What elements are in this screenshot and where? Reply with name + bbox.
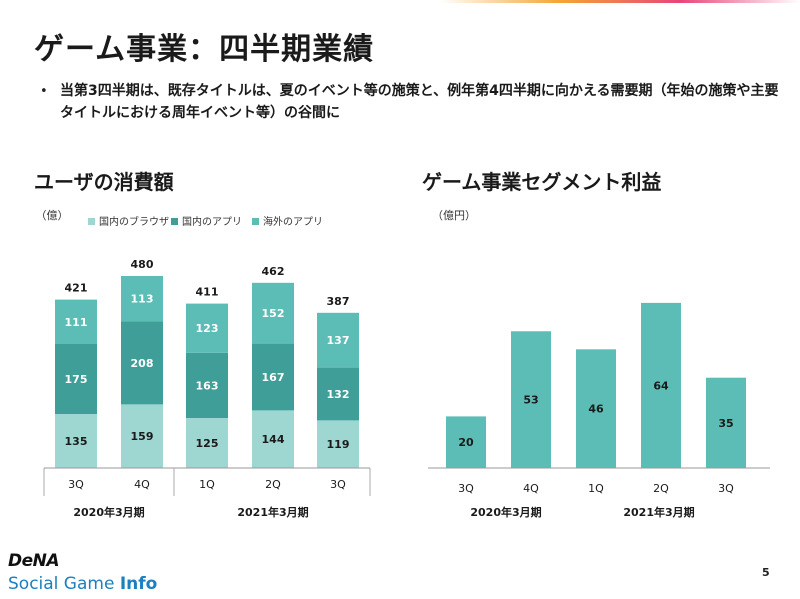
legend-swatch bbox=[171, 218, 178, 225]
left-chart-title: ユーザの消費額 bbox=[34, 170, 174, 194]
segment-value-label: 135 bbox=[65, 435, 88, 448]
logo-text-part: Social Game bbox=[8, 574, 120, 594]
segment-value-label: 132 bbox=[327, 388, 350, 401]
bar-value-label: 20 bbox=[458, 436, 474, 449]
bar-segment bbox=[186, 352, 228, 418]
segment-value-label: 111 bbox=[65, 316, 88, 329]
x-tick-label: 3Q bbox=[458, 482, 474, 495]
bar-value-label: 64 bbox=[653, 379, 669, 392]
summary-bullet: 当第3四半期は、既存タイトルは、夏のイベント等の施策と、例年第4四半期に向かえる… bbox=[60, 83, 779, 121]
bar-segment bbox=[317, 367, 359, 421]
bar-segment bbox=[121, 321, 163, 405]
bar bbox=[706, 377, 746, 468]
bar-segment bbox=[186, 418, 228, 468]
segment-value-label: 119 bbox=[327, 438, 350, 451]
legend-label: 国内のアプリ bbox=[182, 215, 242, 228]
bar-value-label: 53 bbox=[523, 394, 538, 407]
total-value-label: 421 bbox=[65, 282, 88, 295]
segment-value-label: 167 bbox=[262, 371, 285, 384]
group-label: 2020年3月期 bbox=[73, 505, 144, 519]
x-tick-label: 3Q bbox=[68, 478, 84, 491]
x-tick-label: 4Q bbox=[523, 482, 539, 495]
segment-value-label: 125 bbox=[196, 437, 219, 450]
unit-label: （億） bbox=[36, 209, 69, 222]
bar-value-label: 35 bbox=[718, 417, 733, 430]
segment-value-label: 152 bbox=[262, 307, 285, 320]
page-title: ゲーム事業：四半期業績 bbox=[34, 32, 375, 67]
right-chart-title: ゲーム事業セグメント利益 bbox=[422, 170, 662, 194]
bar-segment bbox=[121, 276, 163, 322]
bar-segment bbox=[121, 404, 163, 468]
bar-segment bbox=[252, 410, 294, 468]
segment-value-label: 175 bbox=[65, 373, 88, 386]
bar bbox=[511, 331, 551, 468]
total-value-label: 480 bbox=[131, 258, 154, 271]
legend-label: 国内のブラウザ bbox=[99, 215, 169, 228]
segment-value-label: 144 bbox=[262, 433, 285, 446]
x-tick-label: 2Q bbox=[653, 482, 669, 495]
x-tick-label: 3Q bbox=[718, 482, 734, 495]
bar-segment bbox=[317, 420, 359, 468]
bar bbox=[446, 416, 486, 468]
bar-value-label: 46 bbox=[588, 403, 604, 416]
total-value-label: 387 bbox=[327, 295, 350, 308]
page-number: 5 bbox=[762, 566, 770, 579]
social-game-info-logo: Social Game Info bbox=[8, 574, 157, 594]
group-label: 2020年3月期 bbox=[470, 505, 541, 519]
segment-value-label: 163 bbox=[196, 379, 219, 392]
x-tick-label: 1Q bbox=[588, 482, 604, 495]
total-value-label: 462 bbox=[262, 265, 285, 278]
bar-segment bbox=[186, 303, 228, 353]
segment-value-label: 123 bbox=[196, 322, 219, 335]
bar-segment bbox=[55, 344, 97, 414]
segment-value-label: 137 bbox=[327, 334, 350, 347]
x-tick-label: 4Q bbox=[134, 478, 150, 491]
bar-segment bbox=[252, 343, 294, 411]
x-tick-label: 1Q bbox=[199, 478, 215, 491]
x-tick-label: 2Q bbox=[265, 478, 281, 491]
total-value-label: 411 bbox=[196, 286, 219, 299]
group-label: 2021年3月期 bbox=[623, 505, 694, 519]
bullet-marker: • bbox=[40, 84, 48, 99]
logo-text-info: Info bbox=[119, 574, 158, 594]
bar-segment bbox=[252, 282, 294, 344]
bar bbox=[641, 302, 681, 468]
bar-segment bbox=[55, 414, 97, 468]
x-tick-label: 3Q bbox=[330, 478, 346, 491]
legend-swatch bbox=[252, 218, 259, 225]
bar bbox=[576, 349, 616, 468]
unit-label: （億円） bbox=[432, 209, 476, 222]
group-label: 2021年3月期 bbox=[237, 505, 308, 519]
segment-value-label: 113 bbox=[131, 293, 154, 306]
legend-label: 海外のアプリ bbox=[263, 215, 323, 228]
segment-value-label: 159 bbox=[131, 430, 154, 443]
legend-swatch bbox=[88, 218, 95, 225]
bar-segment bbox=[317, 312, 359, 368]
segment-value-label: 208 bbox=[131, 357, 154, 370]
top-accent-bar bbox=[0, 0, 800, 3]
dena-logo: DeNA bbox=[8, 551, 60, 571]
bar-segment bbox=[55, 299, 97, 344]
